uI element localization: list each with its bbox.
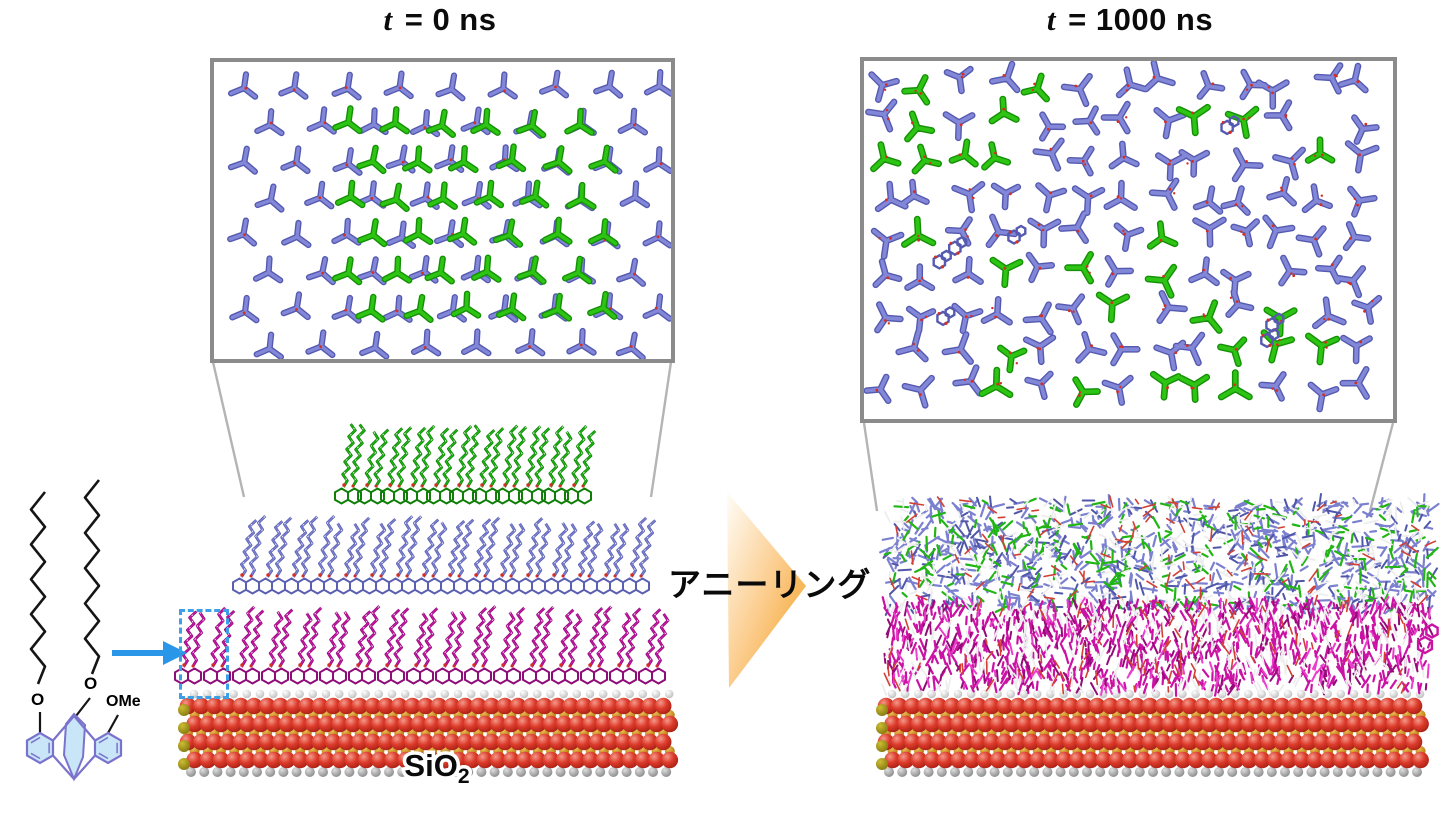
left-time-value: = 0 ns <box>395 2 497 37</box>
ordered-molecular-lattice <box>227 69 671 359</box>
sio2-slab-right <box>876 689 1429 777</box>
disordered-molecular-lattice <box>864 61 1383 413</box>
annealing-label: アニーリング <box>668 566 872 603</box>
substrate-label-text: SiO2 <box>404 748 470 789</box>
methoxy-label: OMe <box>106 693 141 710</box>
substrate-label-outline: SiO2 <box>401 745 473 792</box>
inset-box-t0 <box>210 58 675 363</box>
left-time-title: t = 0 ns <box>320 2 560 38</box>
highlight-dashed-box <box>179 609 229 699</box>
disordered-lattice-view <box>864 61 1383 413</box>
time-variable: t <box>383 2 393 37</box>
annealing-arrow-triangle <box>727 492 806 688</box>
ordered-lattice-view <box>227 69 671 359</box>
chemical-structure <box>25 479 123 782</box>
right-time-title: t = 1000 ns <box>985 2 1275 38</box>
oxygen-label-right: O <box>84 674 98 693</box>
green-top-layer <box>334 423 597 505</box>
purple-middle-layer <box>232 515 657 595</box>
time-variable: t <box>1046 2 1057 37</box>
oxygen-label-left: O <box>31 690 45 709</box>
film-magenta <box>881 594 1434 697</box>
molecule-pointer-arrow <box>112 641 187 665</box>
magenta-bottom-layer <box>174 605 670 685</box>
film-mixed-purple-green <box>879 493 1440 617</box>
stray-molecule <box>1416 623 1439 655</box>
right-time-value: = 1000 ns <box>1059 2 1214 37</box>
zoom-connector-lines <box>211 361 1395 512</box>
sio2-slab-left <box>178 689 679 777</box>
inset-box-t1000 <box>860 57 1397 423</box>
substrate-label: SiO2 SiO2 <box>372 745 502 792</box>
